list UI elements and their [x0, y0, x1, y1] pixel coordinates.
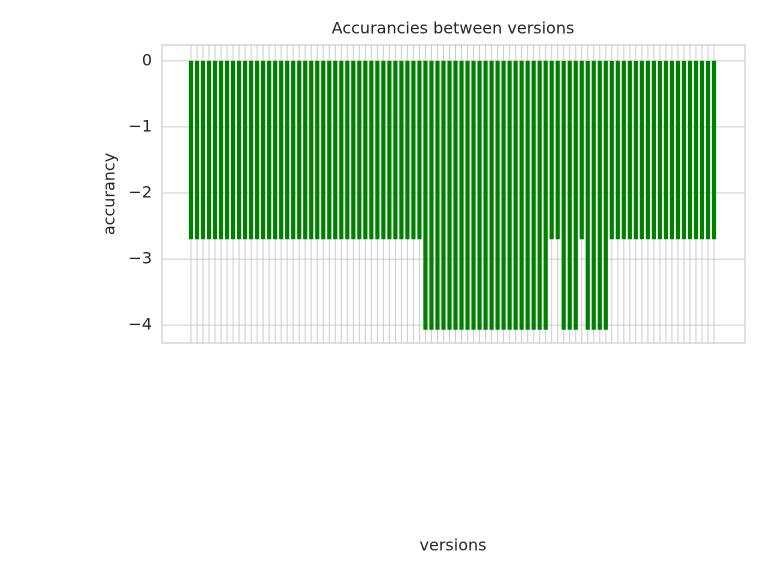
y-tick-label: 0	[142, 50, 152, 69]
bar	[363, 60, 368, 240]
bar	[675, 60, 681, 240]
bar	[291, 60, 296, 240]
bar	[393, 60, 398, 240]
bar	[417, 60, 422, 240]
bar	[615, 60, 620, 240]
bar	[261, 60, 266, 240]
bar	[609, 60, 614, 240]
bar	[429, 60, 434, 330]
bar	[549, 60, 554, 240]
bar	[357, 60, 362, 240]
chart-title: Accurancies between versions	[332, 19, 575, 38]
y-tick-label: −1	[128, 116, 152, 135]
bar	[597, 60, 602, 330]
bar	[411, 60, 416, 240]
bar	[561, 60, 566, 330]
y-axis-label: accurancy	[100, 153, 119, 235]
bar	[531, 60, 536, 330]
bar	[639, 60, 644, 240]
bar	[351, 60, 356, 240]
bar	[339, 60, 344, 240]
y-tick-label: −4	[128, 315, 152, 334]
bar	[669, 60, 675, 240]
bar	[375, 60, 380, 240]
bar	[513, 60, 518, 330]
bar	[645, 60, 650, 240]
bar	[369, 60, 374, 240]
bar	[585, 60, 590, 330]
bar	[309, 60, 314, 240]
bar	[243, 60, 248, 240]
bar	[711, 60, 717, 240]
bar	[230, 60, 236, 240]
bar	[405, 60, 410, 240]
x-axis-label: versions	[420, 536, 487, 555]
bar	[471, 60, 476, 330]
bar	[681, 60, 687, 240]
bar	[687, 60, 693, 240]
bar	[525, 60, 530, 330]
bar	[651, 60, 656, 240]
bar	[423, 60, 428, 330]
bar	[579, 60, 584, 240]
y-tick-label: −3	[128, 249, 152, 268]
bar	[519, 60, 524, 330]
bar	[200, 60, 206, 240]
bar	[236, 60, 242, 240]
bar	[663, 60, 669, 240]
bar	[435, 60, 440, 330]
bar	[501, 60, 506, 330]
bar	[573, 60, 578, 330]
bar	[591, 60, 596, 330]
bar	[194, 60, 200, 240]
bar	[699, 60, 705, 240]
bar	[224, 60, 230, 240]
bar	[249, 60, 254, 240]
bar	[633, 60, 638, 240]
bar	[212, 60, 218, 240]
bar	[327, 60, 332, 240]
bar	[315, 60, 320, 240]
bar	[279, 60, 284, 240]
bar	[483, 60, 488, 330]
bar	[693, 60, 699, 240]
bar	[477, 60, 482, 330]
bar	[273, 60, 278, 240]
bar	[267, 60, 272, 240]
bar	[495, 60, 500, 330]
bar	[507, 60, 512, 330]
bar	[627, 60, 632, 240]
bar	[303, 60, 308, 240]
bar	[459, 60, 464, 330]
bar	[399, 60, 404, 240]
bar	[381, 60, 386, 240]
bar	[188, 60, 194, 240]
bar	[567, 60, 572, 330]
bar	[206, 60, 212, 240]
bar	[543, 60, 548, 330]
bar	[453, 60, 458, 330]
bar	[218, 60, 224, 240]
bar	[447, 60, 452, 330]
bar	[345, 60, 350, 240]
bar	[333, 60, 338, 240]
bar	[657, 60, 662, 240]
bar	[321, 60, 326, 240]
bar	[255, 60, 260, 240]
bar	[441, 60, 446, 330]
bar	[555, 60, 560, 240]
y-tick-label: −2	[128, 183, 152, 202]
bar	[603, 60, 608, 330]
bar	[489, 60, 494, 330]
plot-frame	[161, 44, 746, 344]
bar	[465, 60, 470, 330]
bar	[621, 60, 626, 240]
bar	[705, 60, 711, 240]
bar	[285, 60, 290, 240]
bar	[387, 60, 392, 240]
bar	[297, 60, 302, 240]
bar	[537, 60, 542, 330]
